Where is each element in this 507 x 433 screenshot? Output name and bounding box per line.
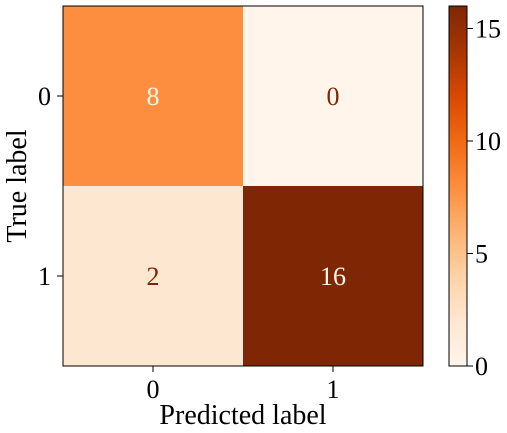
cell-value-label-0-1: 0 xyxy=(327,82,340,111)
heatmap-cell-1-1 xyxy=(243,186,423,366)
y-tick-label-0: 0 xyxy=(38,82,51,111)
colorbar-tick-label-3: 15 xyxy=(475,15,501,44)
x-tick-label-1: 1 xyxy=(327,375,340,404)
y-tick-label-1: 1 xyxy=(38,262,51,291)
heatmap-cells xyxy=(63,6,423,366)
plot-frame xyxy=(62,5,424,367)
heatmap-cell-1-0 xyxy=(63,186,243,366)
cell-value-label-0-0: 8 xyxy=(147,82,160,111)
heatmap-cell-labels: 8 0 2 16 xyxy=(147,82,347,291)
axis-ticks: 0 1 0 1 xyxy=(38,82,340,404)
heatmap-cell-0-0 xyxy=(63,6,243,186)
x-axis-label: Predicted label xyxy=(159,400,326,428)
cell-value-label-1-1: 16 xyxy=(320,262,346,291)
colorbar-tick-label-0: 0 xyxy=(475,352,488,381)
colorbar-tick-label-2: 10 xyxy=(475,127,501,156)
y-axis-label: True label xyxy=(2,129,33,243)
cell-value-label-1-0: 2 xyxy=(147,262,160,291)
colorbar-tick-label-1: 5 xyxy=(475,240,488,269)
heatmap-cell-0-1 xyxy=(243,6,423,186)
colorbar xyxy=(448,5,468,367)
x-tick-label-0: 0 xyxy=(147,375,160,404)
colorbar-ticks: 0 5 10 15 xyxy=(467,15,501,381)
